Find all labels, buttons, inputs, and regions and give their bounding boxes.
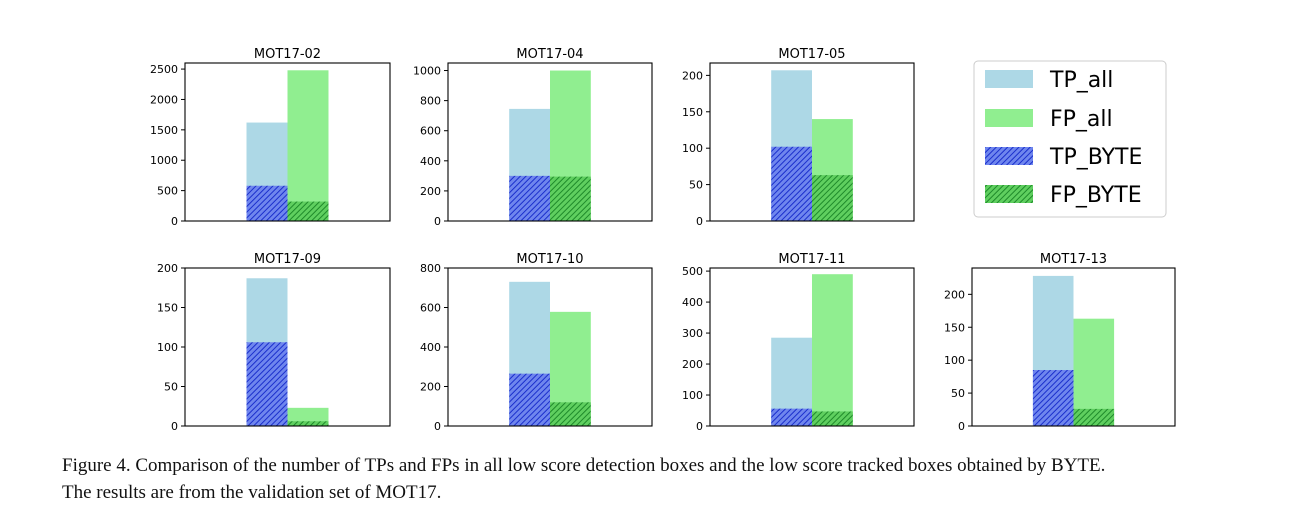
tp-byte-bar [509,175,550,221]
legend-label-tp-byte: TP_BYTE [1049,145,1142,170]
subplot-title: MOT17-02 [254,47,321,62]
y-tick-label: 2500 [150,63,178,76]
y-tick-label: 50 [164,381,178,394]
y-tick-label: 800 [420,262,441,275]
subplot-title: MOT17-11 [778,252,845,267]
y-tick-label: 150 [157,302,178,315]
subplot-mot17-04: MOT17-04 0 200 400 600 800 1000 [413,47,653,228]
legend-frame [973,60,1167,218]
tp-byte-bar [509,373,550,426]
legend-label-fp-all: FP_all [1050,107,1113,132]
legend-swatch-tp-all [985,70,1033,88]
caption-line-2: The results are from the validation set … [62,482,442,503]
axes-frame [184,62,391,222]
fp-byte-bar [287,201,329,221]
y-tick-label: 50 [951,387,965,400]
y-tick-label: 0 [696,215,703,228]
fp-byte-bar [287,421,329,426]
legend-swatch-fp-byte [985,185,1033,203]
legend-swatch-fp-all [985,109,1033,127]
y-tick-label: 200 [420,185,441,198]
caption-line-1: Figure 4. Comparison of the number of TP… [62,455,1106,476]
y-tick-label: 0 [171,420,178,433]
charts-group: MOT17-0205001000150020002500MOT17-040200… [150,47,1176,433]
subplot-title: MOT17-04 [516,47,583,62]
fp-all-bar [287,70,329,222]
tp-byte-bar [246,342,288,426]
y-tick-label: 400 [420,155,441,168]
y-tick-label: 150 [944,321,965,334]
y-tick-label: 1000 [413,65,441,78]
legend: TP_all FP_all TP_BYTE FP_BYTE [973,60,1167,218]
y-tick-label: 200 [682,358,703,371]
y-tick-label: 150 [682,106,703,119]
fp-byte-bar [812,175,853,221]
y-tick-label: 200 [157,262,178,275]
y-tick-label: 50 [689,179,703,192]
axes-frame [447,62,653,222]
y-tick-label: 1500 [150,124,178,137]
y-tick-label: 600 [420,125,441,138]
axes-frame [971,267,1176,427]
subplot-mot17-13: MOT17-13 0 50 100 150 200 [944,252,1176,433]
axes-frame [709,267,915,427]
y-tick-label: 800 [420,95,441,108]
y-tick-label: 100 [157,341,178,354]
subplot-mot17-11: MOT17-11 0 100 200 300 400 500 [682,252,915,433]
subplot-title: MOT17-09 [254,252,321,267]
tp-byte-bar [771,408,812,426]
y-tick-label: 100 [682,389,703,402]
axes-frame [709,62,915,222]
y-tick-label: 400 [682,296,703,309]
y-tick-label: 500 [157,185,178,198]
fp-byte-bar [1073,408,1115,426]
figure-caption: Figure 4. Comparison of the number of TP… [62,452,1302,506]
subplot-mot17-05: MOT17-05 0 50 100 150 200 [682,47,915,228]
fp-byte-bar [550,176,591,221]
tp-byte-bar [246,185,288,221]
legend-label-tp-all: TP_all [1049,68,1113,93]
fp-all-bar [812,274,853,426]
y-tick-label: 200 [944,288,965,301]
y-tick-label: 200 [682,69,703,82]
y-tick-label: 0 [958,420,965,433]
y-tick-label: 2000 [150,93,178,106]
tp-byte-bar [771,146,812,221]
y-tick-label: 300 [682,327,703,340]
legend-label-fp-byte: FP_BYTE [1050,183,1142,208]
y-tick-label: 0 [696,420,703,433]
fp-all-bar [1073,318,1115,426]
tp-byte-bar [1032,370,1074,426]
y-tick-label: 200 [420,381,441,394]
y-tick-label: 100 [944,354,965,367]
y-tick-label: 500 [682,265,703,278]
y-tick-label: 400 [420,341,441,354]
fp-byte-bar [550,402,591,426]
subplot-mot17-09: MOT17-09 0 50 100 150 200 [157,252,391,433]
y-tick-label: 0 [434,215,441,228]
legend-swatch-tp-byte [985,147,1033,165]
y-tick-label: 1000 [150,154,178,167]
subplot-title: MOT17-05 [778,47,845,62]
y-tick-label: 0 [434,420,441,433]
subplot-mot17-02: MOT17-02 0 500 1000 1500 2000 2500 [150,47,391,228]
y-tick-label: 100 [682,142,703,155]
subplot-mot17-10: MOT17-10 0 200 400 600 800 [420,252,653,433]
y-tick-label: 0 [171,215,178,228]
subplot-title: MOT17-10 [516,252,583,267]
fp-byte-bar [812,411,853,426]
y-tick-label: 600 [420,302,441,315]
subplot-title: MOT17-13 [1040,252,1107,267]
